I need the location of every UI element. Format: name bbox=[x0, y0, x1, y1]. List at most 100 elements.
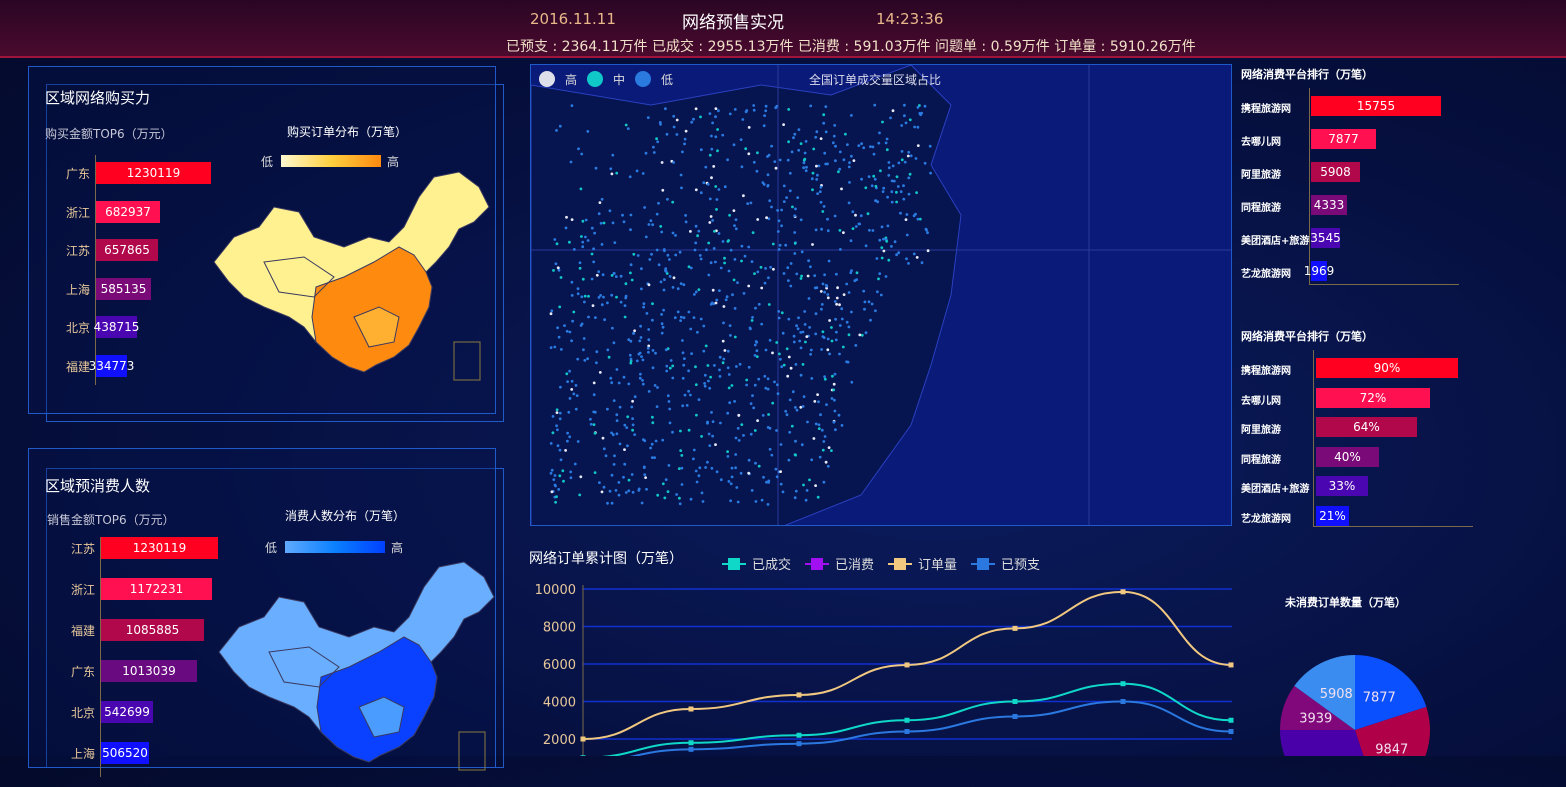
order-point bbox=[609, 167, 613, 171]
order-point bbox=[782, 200, 786, 204]
legend-label[interactable]: 高 bbox=[565, 72, 578, 87]
rank-bar-3[interactable]: 4333 bbox=[1311, 195, 1347, 215]
rank-bar-4[interactable]: 33% bbox=[1316, 476, 1368, 496]
order-point bbox=[711, 121, 714, 125]
order-point bbox=[647, 283, 651, 287]
order-point bbox=[706, 420, 709, 424]
order-point bbox=[694, 290, 698, 294]
rank-bar-2[interactable]: 64% bbox=[1316, 417, 1417, 437]
order-point bbox=[793, 132, 797, 136]
order-point bbox=[710, 147, 714, 151]
order-point bbox=[695, 480, 699, 484]
bar-4[interactable]: 438715 bbox=[94, 316, 139, 338]
order-point bbox=[907, 262, 910, 265]
order-point bbox=[835, 272, 838, 276]
order-point bbox=[595, 361, 598, 365]
bar-2[interactable]: 1085885 bbox=[101, 619, 204, 641]
order-point bbox=[685, 404, 689, 407]
legend-label[interactable]: 中 bbox=[613, 72, 626, 87]
rank-bar-1[interactable]: 72% bbox=[1316, 387, 1430, 408]
order-point bbox=[749, 201, 753, 205]
order-point bbox=[586, 130, 590, 133]
order-point bbox=[800, 443, 804, 447]
order-point bbox=[820, 348, 823, 351]
south-sea-inset bbox=[458, 731, 486, 771]
order-point bbox=[612, 399, 616, 402]
order-point bbox=[850, 310, 853, 314]
order-point bbox=[789, 366, 793, 370]
order-point bbox=[639, 372, 642, 376]
rank-bar-4[interactable]: 3545 bbox=[1310, 228, 1341, 248]
bar-label: 福建 bbox=[70, 624, 95, 638]
order-point bbox=[549, 471, 553, 475]
rank-bar-2[interactable]: 5908 bbox=[1311, 162, 1360, 182]
bar-5[interactable]: 506520 bbox=[101, 742, 149, 764]
order-point bbox=[568, 397, 572, 400]
scatter-map-panel: 高 中 低 全国订单成交量区域占比 bbox=[530, 64, 1232, 526]
bar-5[interactable]: 334773 bbox=[89, 354, 134, 377]
order-point bbox=[813, 286, 817, 290]
rank-bar-3[interactable]: 40% bbox=[1316, 446, 1379, 467]
rank-bar-0[interactable]: 15755 bbox=[1311, 96, 1441, 116]
order-point bbox=[782, 363, 786, 367]
order-point bbox=[626, 127, 630, 130]
order-point bbox=[874, 199, 877, 203]
order-point bbox=[747, 245, 751, 249]
legend-dot-icon[interactable] bbox=[539, 71, 555, 87]
pie-slice-1 bbox=[1355, 706, 1430, 756]
order-point bbox=[750, 489, 754, 492]
order-point bbox=[777, 248, 781, 251]
order-point bbox=[722, 305, 726, 308]
order-point bbox=[819, 200, 823, 204]
order-point bbox=[709, 215, 713, 218]
order-point bbox=[549, 312, 553, 316]
data-point bbox=[1228, 717, 1234, 723]
legend-label[interactable]: 低 bbox=[661, 72, 674, 87]
order-point bbox=[822, 440, 826, 443]
order-point bbox=[708, 153, 712, 157]
order-point bbox=[790, 424, 794, 428]
order-point bbox=[726, 349, 730, 353]
order-point bbox=[602, 447, 606, 451]
legend-item[interactable]: 已消费 bbox=[805, 554, 874, 573]
order-point bbox=[826, 348, 830, 352]
legend-item[interactable]: 已预支 bbox=[971, 554, 1040, 573]
order-point bbox=[916, 217, 920, 221]
bar-0[interactable]: 1230119 bbox=[101, 537, 218, 559]
bar-0[interactable]: 1230119 bbox=[96, 162, 211, 184]
order-point bbox=[555, 411, 559, 414]
rank-bar-5[interactable]: 1969 bbox=[1304, 261, 1334, 281]
rank-bar-0[interactable]: 90% bbox=[1316, 358, 1458, 378]
order-point bbox=[804, 169, 808, 173]
order-point bbox=[654, 351, 657, 355]
legend-dot-icon[interactable] bbox=[587, 71, 604, 87]
order-point bbox=[874, 184, 878, 188]
data-point bbox=[688, 740, 694, 746]
order-point bbox=[766, 377, 770, 381]
order-point bbox=[752, 104, 756, 107]
panel-subtitle: 购买金额TOP6（万元） bbox=[45, 127, 173, 141]
order-point bbox=[912, 214, 916, 218]
bar-3[interactable]: 585135 bbox=[96, 277, 151, 300]
bar-1[interactable]: 682937 bbox=[96, 200, 160, 223]
order-point bbox=[740, 244, 744, 248]
order-point bbox=[772, 267, 775, 271]
bar-2[interactable]: 657865 bbox=[96, 239, 158, 261]
bar-3[interactable]: 1013039 bbox=[101, 660, 197, 682]
order-point bbox=[554, 262, 558, 266]
bar-4[interactable]: 542699 bbox=[101, 701, 153, 723]
order-point bbox=[881, 190, 885, 193]
rank-bar-5[interactable]: 21% bbox=[1316, 505, 1349, 526]
rank-bar-1[interactable]: 7877 bbox=[1311, 129, 1376, 149]
legend-item[interactable]: 订单量 bbox=[888, 554, 957, 573]
order-point bbox=[633, 329, 636, 333]
order-point bbox=[776, 209, 779, 212]
order-point bbox=[794, 489, 798, 493]
legend-dot-icon[interactable] bbox=[635, 71, 652, 87]
order-point bbox=[850, 114, 853, 117]
order-point bbox=[629, 339, 633, 343]
order-point bbox=[780, 208, 783, 212]
bar-1[interactable]: 1172231 bbox=[101, 578, 212, 600]
legend-item[interactable]: 已成交 bbox=[722, 554, 791, 573]
china-scatter-map[interactable] bbox=[531, 65, 1232, 526]
